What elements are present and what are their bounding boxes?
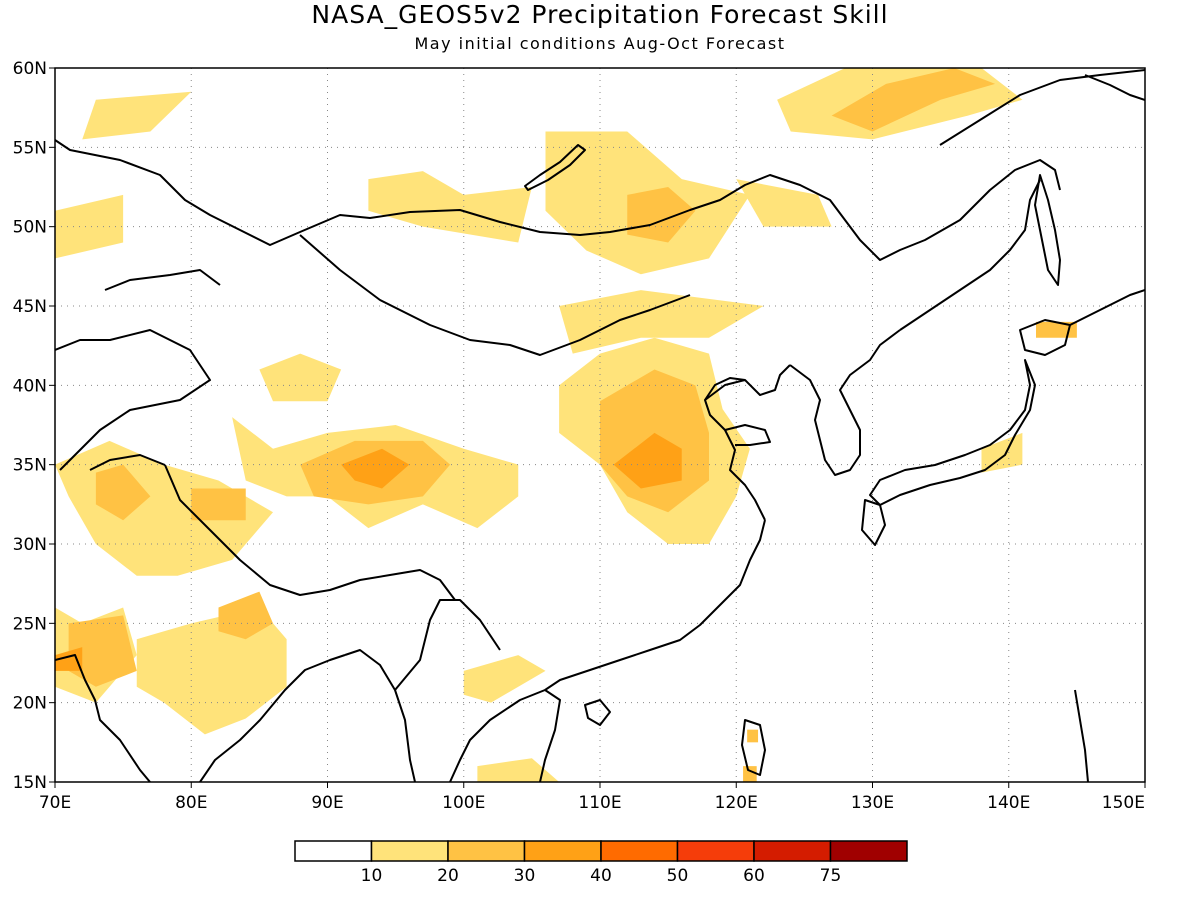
x-tick-label: 150E (1102, 793, 1145, 813)
central-asia-border (55, 329, 211, 471)
skill-region-15 (259, 353, 342, 402)
x-tick-label: 140E (987, 793, 1030, 813)
colorbar-label: 75 (820, 866, 842, 886)
colorbar-swatch (753, 840, 832, 862)
y-tick-label: 25N (13, 614, 47, 634)
skill-region-22 (136, 607, 287, 735)
border-myanmar (394, 599, 501, 691)
coastline-korea (789, 329, 901, 476)
coastline-okhotsk (939, 69, 1145, 146)
skill-region-28 (1036, 321, 1077, 338)
colorbar-label: 20 (437, 866, 459, 886)
hainan-island (584, 699, 611, 726)
kuril-islands (1069, 289, 1145, 326)
taiwan-island (741, 719, 766, 776)
colorbar-label: 10 (361, 866, 383, 886)
coastline-bohai (704, 377, 746, 401)
skill-region-7 (831, 68, 996, 132)
colorbar-label: 40 (590, 866, 612, 886)
gridlines (55, 68, 1145, 782)
x-tick-label: 70E (39, 793, 71, 813)
skill-region-18 (191, 488, 246, 521)
skill-region-11 (613, 432, 682, 489)
coastline-india (55, 654, 151, 782)
x-axis-ticks: 70E 80E 90E 100E 110E 120E 130E 140E 150E (39, 782, 1146, 813)
lake-baikal (524, 144, 586, 191)
japan-kyushu (861, 499, 886, 546)
map-title: NASA_GEOS5v2 Precipitation Forecast Skil… (311, 0, 889, 29)
skill-region-26 (743, 766, 757, 782)
border-himalaya (164, 464, 456, 601)
coastline-shandong (724, 424, 771, 446)
skill-fill-layer (55, 68, 1077, 782)
coastline-primorye (899, 179, 1041, 331)
y-tick-label: 35N (13, 456, 47, 476)
y-tick-label: 30N (13, 535, 47, 555)
skill-region-17 (95, 464, 151, 521)
sakhalin-island (1034, 174, 1061, 286)
colorbar-swatch (676, 840, 755, 862)
skill-region-21 (55, 647, 83, 671)
philippines-luzon (1074, 689, 1089, 782)
y-tick-label: 20N (13, 694, 47, 714)
skill-region-0 (82, 91, 192, 140)
coastline-north-asia (55, 139, 1061, 261)
border-mongolia (299, 234, 691, 356)
skill-region-2 (368, 171, 532, 243)
colorbar-label: 50 (667, 866, 689, 886)
japan-hokkaido (1019, 319, 1071, 356)
coastline-china-south (544, 519, 766, 691)
colorbar-swatch (294, 840, 373, 862)
coastline-china-east (704, 364, 791, 521)
skill-region-27 (747, 729, 759, 743)
x-tick-label: 110E (578, 793, 621, 813)
colorbar-swatch (370, 840, 449, 862)
y-tick-label: 15N (13, 773, 47, 793)
y-tick-label: 40N (13, 376, 47, 396)
skill-region-29 (981, 432, 1023, 473)
japan-honshu (869, 359, 1036, 506)
skill-region-1 (55, 194, 124, 259)
map-subtitle: May initial conditions Aug-Oct Forecast (414, 34, 786, 53)
border-kashmir (89, 454, 166, 471)
colorbar-swatch (447, 840, 526, 862)
skill-region-5 (736, 179, 832, 227)
x-tick-label: 130E (851, 793, 894, 813)
x-tick-label: 80E (175, 793, 207, 813)
colorbar: 10 20 30 40 50 60 75 (294, 840, 908, 886)
coastlines (55, 69, 1145, 782)
y-axis-ticks: 15N 20N 25N 30N 35N 40N 45N 50N 55N 60N (13, 59, 55, 793)
colorbar-swatch (829, 840, 908, 862)
skill-region-25 (477, 758, 560, 782)
colorbar-label: 30 (514, 866, 536, 886)
x-tick-label: 100E (442, 793, 485, 813)
skill-region-23 (218, 591, 273, 640)
colorbar-label: 60 (743, 866, 765, 886)
y-tick-label: 45N (13, 297, 47, 317)
skill-region-20 (68, 615, 137, 687)
coastline-bay-bengal (344, 649, 416, 782)
y-tick-label: 60N (13, 59, 47, 79)
y-tick-label: 50N (13, 218, 47, 238)
coastline-indochina (449, 689, 561, 782)
skill-region-8 (559, 290, 764, 354)
aral-caspian-lines (104, 269, 221, 291)
skill-region-4 (627, 187, 696, 243)
skill-region-24 (463, 655, 546, 703)
y-tick-label: 55N (13, 138, 47, 158)
x-tick-label: 120E (715, 793, 758, 813)
x-tick-label: 90E (311, 793, 343, 813)
skill-region-14 (341, 448, 410, 489)
coastline-kamchatka (1084, 74, 1145, 101)
colorbar-swatch (600, 840, 679, 862)
colorbar-swatch (523, 840, 602, 862)
coastline-india-east (199, 654, 346, 782)
